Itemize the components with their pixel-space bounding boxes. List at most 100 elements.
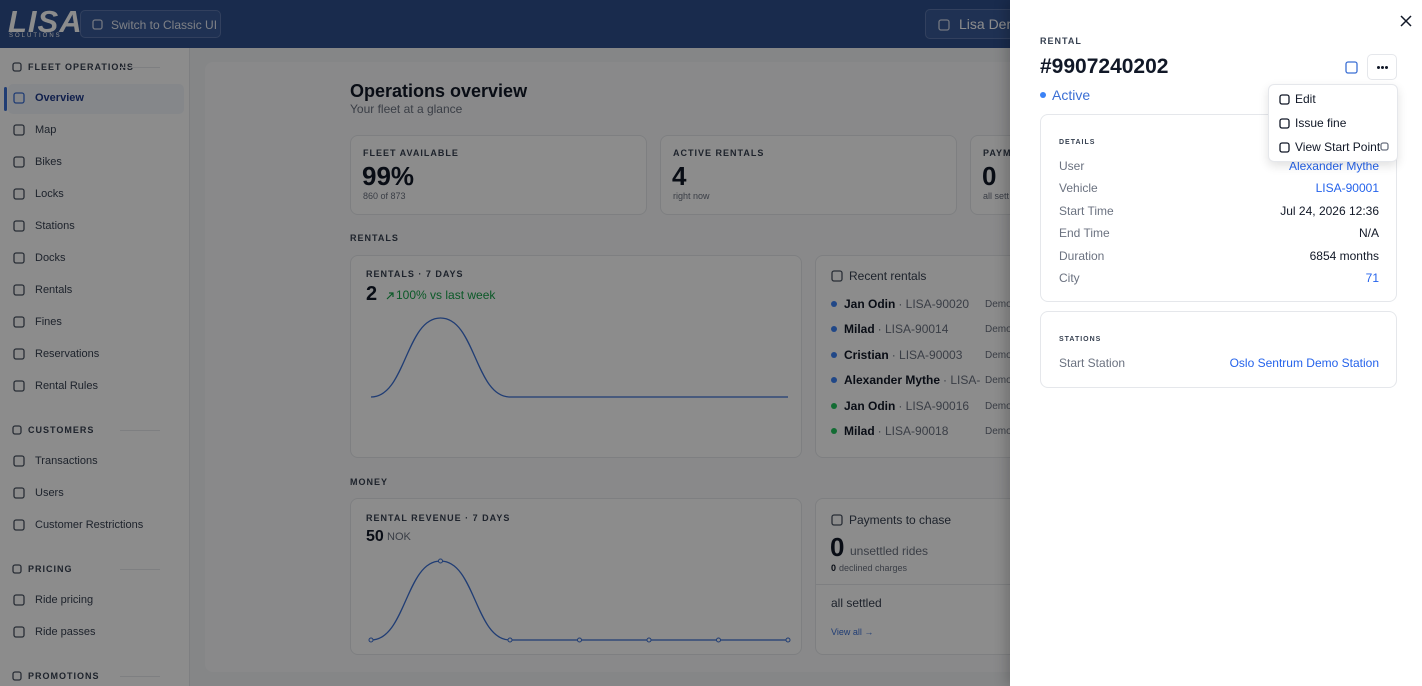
detail-value[interactable]: Alexander Mythe [1288,159,1379,173]
rental-row[interactable]: Alexander Mythe · LISA- [844,373,980,387]
sparkline-point [577,637,582,643]
sidebar-item[interactable]: Reservations [35,348,100,360]
rental-vehicle: · LISA-90018 [877,424,949,438]
revenue-sparkline [368,558,791,643]
stat-label: ACTIVE RENTALS [673,148,765,158]
rentals-chart-title: RENTALS · 7 DAYS [366,269,464,279]
icon [1279,94,1290,105]
icon-shape [13,188,25,200]
sparkline-point [368,637,374,643]
icon-shape [13,594,25,606]
drawer-kicker: RENTAL [1040,36,1082,46]
sidebar-item[interactable]: Ride passes [35,626,96,638]
rental-row[interactable]: Jan Odin · LISA-90020 [844,297,969,311]
icon [12,425,22,435]
rental-city: Demo [985,299,1012,310]
icon [1279,118,1290,129]
icon-shape [13,316,25,328]
detail-label: Duration [1059,248,1105,263]
status-dot [831,326,837,333]
sparkline-point [646,637,652,643]
sidebar-item[interactable]: Ride pricing [35,594,94,606]
sidebar-item[interactable]: Docks [35,252,66,264]
rental-vehicle: · LISA-90020 [898,297,970,311]
org-name: Lisa Dem [959,16,1019,32]
sidebar-item[interactable]: Map [35,124,57,136]
icon [13,455,25,467]
sidebar-item[interactable]: Stations [35,220,75,232]
menu-item[interactable]: Edit [1295,92,1316,106]
detail-label: Vehicle [1059,181,1098,196]
backdrop[interactable] [0,0,1010,686]
stat-label: FLEET AVAILABLE [363,148,459,158]
rental-row[interactable]: Milad · LISA-90018 [844,424,948,438]
icon [831,270,843,282]
close-button[interactable] [1399,14,1413,28]
icon-shape [13,380,25,392]
detail-value[interactable]: 71 [1365,271,1379,285]
switch-ui-label: Switch to Classic UI [111,18,218,32]
renter-name: Cristian [844,347,889,362]
rental-row[interactable]: Jan Odin · LISA-90016 [844,399,969,413]
sidebar-section-title: CUSTOMERS [28,425,95,435]
icon [1279,142,1290,153]
sidebar-item[interactable]: Overview [35,92,84,104]
icon-shape [13,455,25,467]
sparkline [370,560,788,641]
icon-shape [1279,118,1290,129]
section-rule [120,569,160,570]
stat-value: 99% [362,161,415,191]
more-dot [1381,66,1384,69]
switch-ui-button[interactable]: Switch to Classic UI [80,10,221,38]
icon-shape [1345,61,1358,74]
status-dot [831,402,837,409]
active-indicator [4,87,7,111]
icon[interactable] [1345,61,1358,74]
stat-card: ACTIVE RENTALS 4 right now [660,135,957,215]
icon [938,19,950,31]
rental-row[interactable]: Milad · LISA-90014 [844,322,948,336]
rental-city: Demo [985,324,1012,336]
sidebar-item[interactable]: Rental Rules [35,380,98,392]
stat-label: PAYM [983,148,1012,158]
icon [12,62,22,72]
stat-value: 0 [982,161,997,191]
detail-value[interactable]: LISA-90001 [1315,181,1379,196]
view-all-link[interactable]: View all → [831,627,874,637]
sidebar-item[interactable]: Bikes [35,156,62,168]
actions-menu: Edit Issue fine View Start Point [1268,84,1398,162]
stat-card: FLEET AVAILABLE 99% 860 of 873 [350,135,647,215]
sidebar-item[interactable]: Customer Restrictions [35,519,144,531]
menu-item[interactable]: Issue fine [1295,116,1347,130]
sidebar [0,48,190,686]
rental-vehicle: · LISA-90003 [891,347,963,362]
active-item-bg [8,84,184,114]
detail-value[interactable]: Oslo Sentrum Demo Station [1229,356,1379,370]
detail-label: Start Station [1059,356,1126,370]
rental-row[interactable]: Cristian · LISA-90003 [844,348,962,362]
icon [13,316,25,328]
sidebar-item[interactable]: Users [35,487,64,499]
more-button[interactable] [1367,54,1397,80]
rental-status: Active [1052,87,1091,103]
detail-value: 6854 months [1309,248,1379,263]
sidebar-item[interactable]: Rentals [35,284,73,296]
declined-label: declined charges [839,563,908,573]
sidebar-item[interactable]: Fines [35,316,62,328]
rental-city: Demo [985,400,1012,412]
logo: LISA [8,4,83,39]
detail-label: End Time [1059,226,1110,241]
icon-shape [13,220,25,232]
sidebar-item[interactable]: Locks [35,188,64,200]
icon-shape [13,348,25,360]
detail-label: Start Time [1059,203,1114,218]
section-rule [120,430,160,431]
menu-item[interactable]: View Start Point [1295,140,1381,154]
rentals-card: RENTALS · 7 DAYS 2 100% vs last week [350,255,802,458]
arrow-shape [386,292,394,300]
sidebar-item[interactable]: Transactions [35,455,98,467]
icon [12,671,22,681]
icon-shape [1279,142,1290,153]
icon-shape [92,19,103,30]
